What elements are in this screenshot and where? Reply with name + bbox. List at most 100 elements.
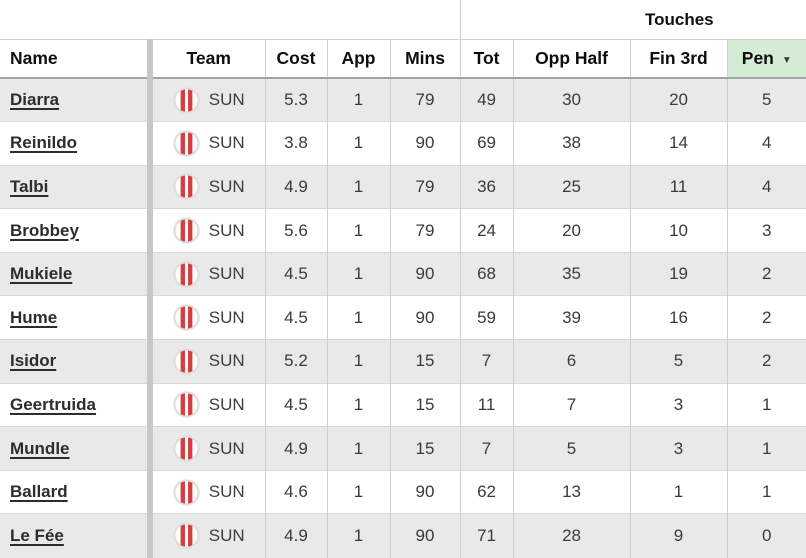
sunderland-badge-icon bbox=[173, 435, 200, 462]
pen-cell: 0 bbox=[726, 513, 806, 558]
team-cell: SUN bbox=[150, 513, 265, 558]
table-row: Le Fée SUN 4.9 1 90 71 28 9 0 bbox=[0, 513, 806, 558]
mins-cell: 79 bbox=[389, 208, 461, 253]
table-body: Diarra SUN 5.3 1 79 49 30 20 5 Reinildo bbox=[0, 77, 806, 558]
app-cell: 1 bbox=[326, 164, 390, 209]
team-cell: SUN bbox=[150, 251, 265, 296]
player-name-link[interactable]: Geertruida bbox=[10, 394, 96, 414]
opp-half-cell: 6 bbox=[512, 339, 631, 384]
player-name-cell: Mundle bbox=[0, 426, 153, 471]
mins-cell: 15 bbox=[389, 339, 461, 384]
team-abbr: SUN bbox=[208, 394, 245, 414]
player-name-cell: Isidor bbox=[0, 339, 153, 384]
column-header-tot[interactable]: Tot bbox=[459, 39, 514, 79]
player-name-link[interactable]: Diarra bbox=[10, 90, 60, 110]
cost-cell: 3.8 bbox=[264, 121, 327, 166]
column-header-mins[interactable]: Mins bbox=[389, 39, 461, 79]
touches-total-cell: 7 bbox=[459, 339, 514, 384]
player-name-link[interactable]: Talbi bbox=[10, 176, 49, 196]
opp-half-cell: 35 bbox=[512, 251, 631, 296]
player-name-link[interactable]: Reinildo bbox=[10, 133, 78, 153]
team-cell: SUN bbox=[150, 469, 265, 514]
column-header-app[interactable]: App bbox=[326, 39, 390, 79]
sunderland-badge-icon bbox=[173, 173, 200, 201]
player-name-link[interactable]: Mukiele bbox=[10, 264, 73, 284]
player-name-cell: Brobbey bbox=[0, 208, 153, 253]
sunderland-badge-icon bbox=[173, 86, 200, 114]
mins-cell: 79 bbox=[389, 164, 461, 209]
touches-total-cell: 69 bbox=[459, 121, 514, 166]
opp-half-cell: 7 bbox=[512, 382, 631, 427]
opp-half-cell: 30 bbox=[512, 77, 631, 122]
table-row: Mukiele SUN 4.5 1 90 68 35 19 2 bbox=[0, 251, 806, 296]
fin-3rd-cell: 1 bbox=[629, 469, 728, 514]
team-abbr: SUN bbox=[208, 438, 245, 458]
sunderland-badge-icon bbox=[173, 391, 200, 419]
sunderland-badge-icon bbox=[173, 217, 200, 244]
table-row: Isidor SUN 5.2 1 15 7 6 5 2 bbox=[0, 339, 806, 384]
player-name-link[interactable]: Le Fée bbox=[10, 525, 64, 545]
touches-total-cell: 71 bbox=[459, 513, 514, 558]
fin-3rd-cell: 20 bbox=[629, 77, 728, 122]
opp-half-cell: 38 bbox=[512, 121, 631, 166]
column-header-row: Name Team Cost App Mins Tot Opp Half Fin… bbox=[0, 39, 806, 79]
team-cell: SUN bbox=[150, 77, 265, 122]
mins-cell: 90 bbox=[389, 469, 461, 514]
player-name-cell: Hume bbox=[0, 295, 153, 340]
column-header-fin-3rd[interactable]: Fin 3rd bbox=[629, 39, 728, 79]
column-header-name[interactable]: Name bbox=[0, 39, 153, 79]
player-name-link[interactable]: Ballard bbox=[10, 482, 68, 502]
touches-total-cell: 24 bbox=[459, 208, 514, 253]
column-header-opp-half[interactable]: Opp Half bbox=[512, 39, 631, 79]
team-cell: SUN bbox=[150, 382, 265, 427]
pen-cell: 1 bbox=[726, 426, 806, 471]
cost-cell: 5.6 bbox=[264, 208, 327, 253]
player-name-cell: Reinildo bbox=[0, 121, 153, 166]
group-header-touches: Touches bbox=[459, 0, 806, 40]
app-cell: 1 bbox=[326, 513, 390, 558]
fin-3rd-cell: 3 bbox=[629, 382, 728, 427]
table-row: Talbi SUN 4.9 1 79 36 25 11 4 bbox=[0, 164, 806, 209]
cost-cell: 4.6 bbox=[264, 469, 327, 514]
team-abbr: SUN bbox=[208, 482, 245, 502]
fin-3rd-cell: 10 bbox=[629, 208, 728, 253]
cost-cell: 4.9 bbox=[264, 426, 327, 471]
team-abbr: SUN bbox=[208, 133, 245, 153]
team-abbr: SUN bbox=[208, 90, 245, 110]
player-name-link[interactable]: Isidor bbox=[10, 351, 57, 371]
player-name-link[interactable]: Hume bbox=[10, 307, 58, 327]
table-row: Reinildo SUN 3.8 1 90 69 38 14 4 bbox=[0, 121, 806, 166]
app-cell: 1 bbox=[326, 469, 390, 514]
column-header-team[interactable]: Team bbox=[150, 39, 265, 79]
column-header-cost[interactable]: Cost bbox=[264, 39, 327, 79]
touches-total-cell: 36 bbox=[459, 164, 514, 209]
player-name-link[interactable]: Mundle bbox=[10, 438, 70, 458]
sunderland-badge-icon bbox=[173, 261, 200, 288]
fin-3rd-cell: 11 bbox=[629, 164, 728, 209]
table-row: Hume SUN 4.5 1 90 59 39 16 2 bbox=[0, 295, 806, 340]
sort-desc-icon: ▼ bbox=[781, 55, 792, 66]
mins-cell: 90 bbox=[389, 295, 461, 340]
pen-cell: 4 bbox=[726, 164, 806, 209]
fin-3rd-cell: 9 bbox=[629, 513, 728, 558]
opp-half-cell: 39 bbox=[512, 295, 631, 340]
mins-cell: 90 bbox=[389, 513, 461, 558]
cost-cell: 4.5 bbox=[264, 295, 327, 340]
app-cell: 1 bbox=[326, 208, 390, 253]
player-name-cell: Ballard bbox=[0, 469, 153, 514]
fin-3rd-cell: 19 bbox=[629, 251, 728, 296]
team-abbr: SUN bbox=[208, 525, 245, 545]
team-cell: SUN bbox=[150, 121, 265, 166]
column-header-pen[interactable]: Pen ▼ bbox=[726, 39, 806, 79]
app-cell: 1 bbox=[326, 426, 390, 471]
player-name-link[interactable]: Brobbey bbox=[10, 220, 79, 240]
touches-total-cell: 59 bbox=[459, 295, 514, 340]
touches-total-cell: 11 bbox=[459, 382, 514, 427]
column-header-pen-label: Pen bbox=[741, 48, 774, 68]
fin-3rd-cell: 16 bbox=[629, 295, 728, 340]
opp-half-cell: 13 bbox=[512, 469, 631, 514]
touches-total-cell: 68 bbox=[459, 251, 514, 296]
fin-3rd-cell: 14 bbox=[629, 121, 728, 166]
opp-half-cell: 25 bbox=[512, 164, 631, 209]
mins-cell: 15 bbox=[389, 382, 461, 427]
